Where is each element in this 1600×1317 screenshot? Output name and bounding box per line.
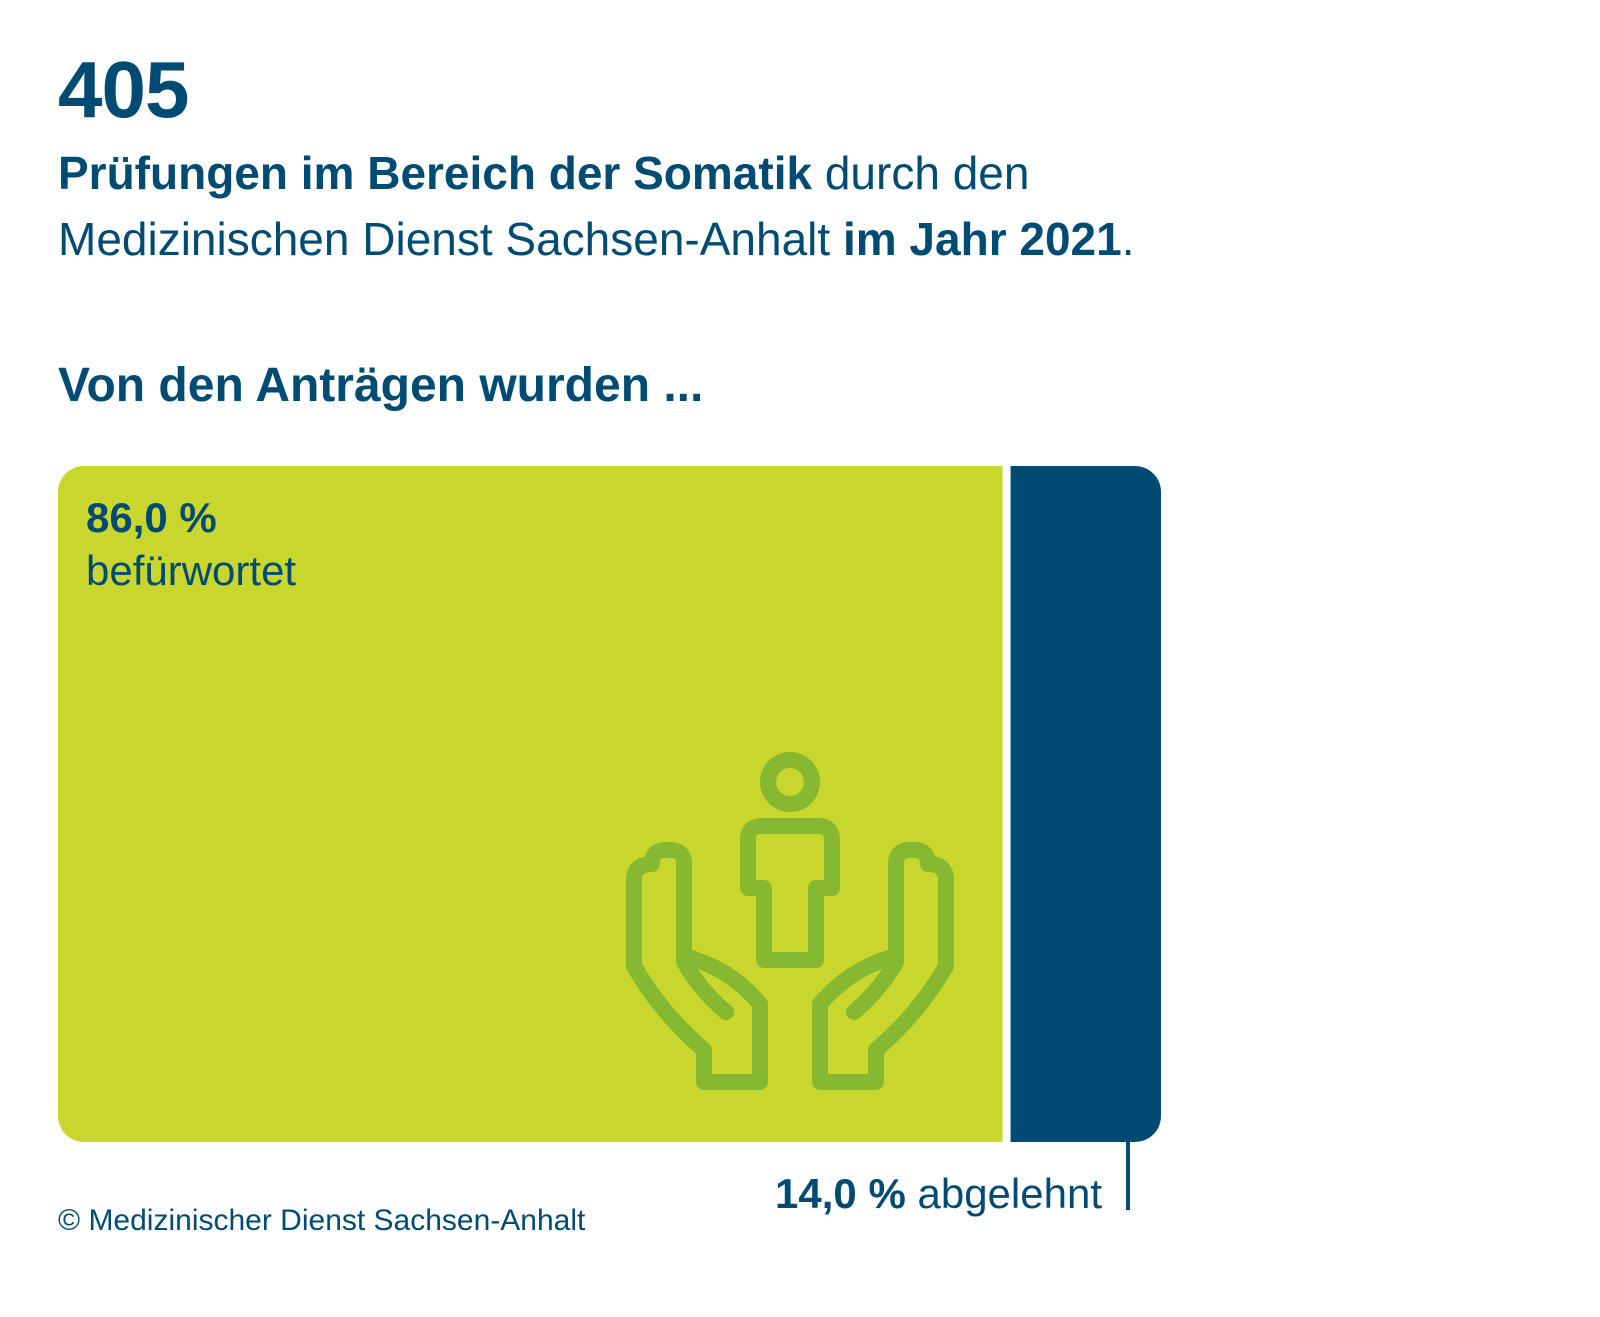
subtitle-bold-2: im Jahr 2021 <box>842 213 1122 265</box>
section-heading: Von den Anträgen wurden ... <box>58 359 704 412</box>
segment-value-label-befuerwortet: 86,0 % <box>86 494 217 541</box>
bar-segment-befuerwortet <box>58 466 1003 1142</box>
copyright-footer: © Medizinischer Dienst Sachsen-Anhalt <box>58 1204 586 1237</box>
subtitle-end: . <box>1121 213 1135 265</box>
segment-name-label-abgelehnt: abgelehnt <box>917 1170 1102 1217</box>
segment-label-abgelehnt: 14,0 % abgelehnt <box>775 1170 1102 1217</box>
subtitle-normal-2: Medizinischen Dienst Sachsen-Anhalt <box>58 213 843 265</box>
label-spacer <box>906 1170 918 1217</box>
bar-segment-abgelehnt <box>1010 466 1161 1142</box>
chart-subtitle: Prüfungen im Bereich der Somatik durch d… <box>58 140 1358 272</box>
segment-value-label-abgelehnt: 14,0 % <box>775 1170 906 1217</box>
segment-name-label-befuerwortet: befürwortet <box>86 547 296 594</box>
subtitle-bold-1: Prüfungen im Bereich der Somatik <box>58 147 813 199</box>
subtitle-normal-1: durch den <box>812 147 1030 199</box>
total-count: 405 <box>58 45 189 134</box>
hands-holding-person-icon <box>626 752 954 1090</box>
